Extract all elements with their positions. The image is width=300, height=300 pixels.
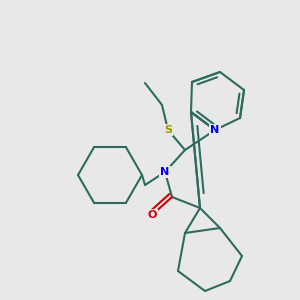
Text: N: N <box>160 167 169 177</box>
Text: N: N <box>210 125 220 135</box>
Text: S: S <box>164 125 172 135</box>
Text: O: O <box>147 210 157 220</box>
